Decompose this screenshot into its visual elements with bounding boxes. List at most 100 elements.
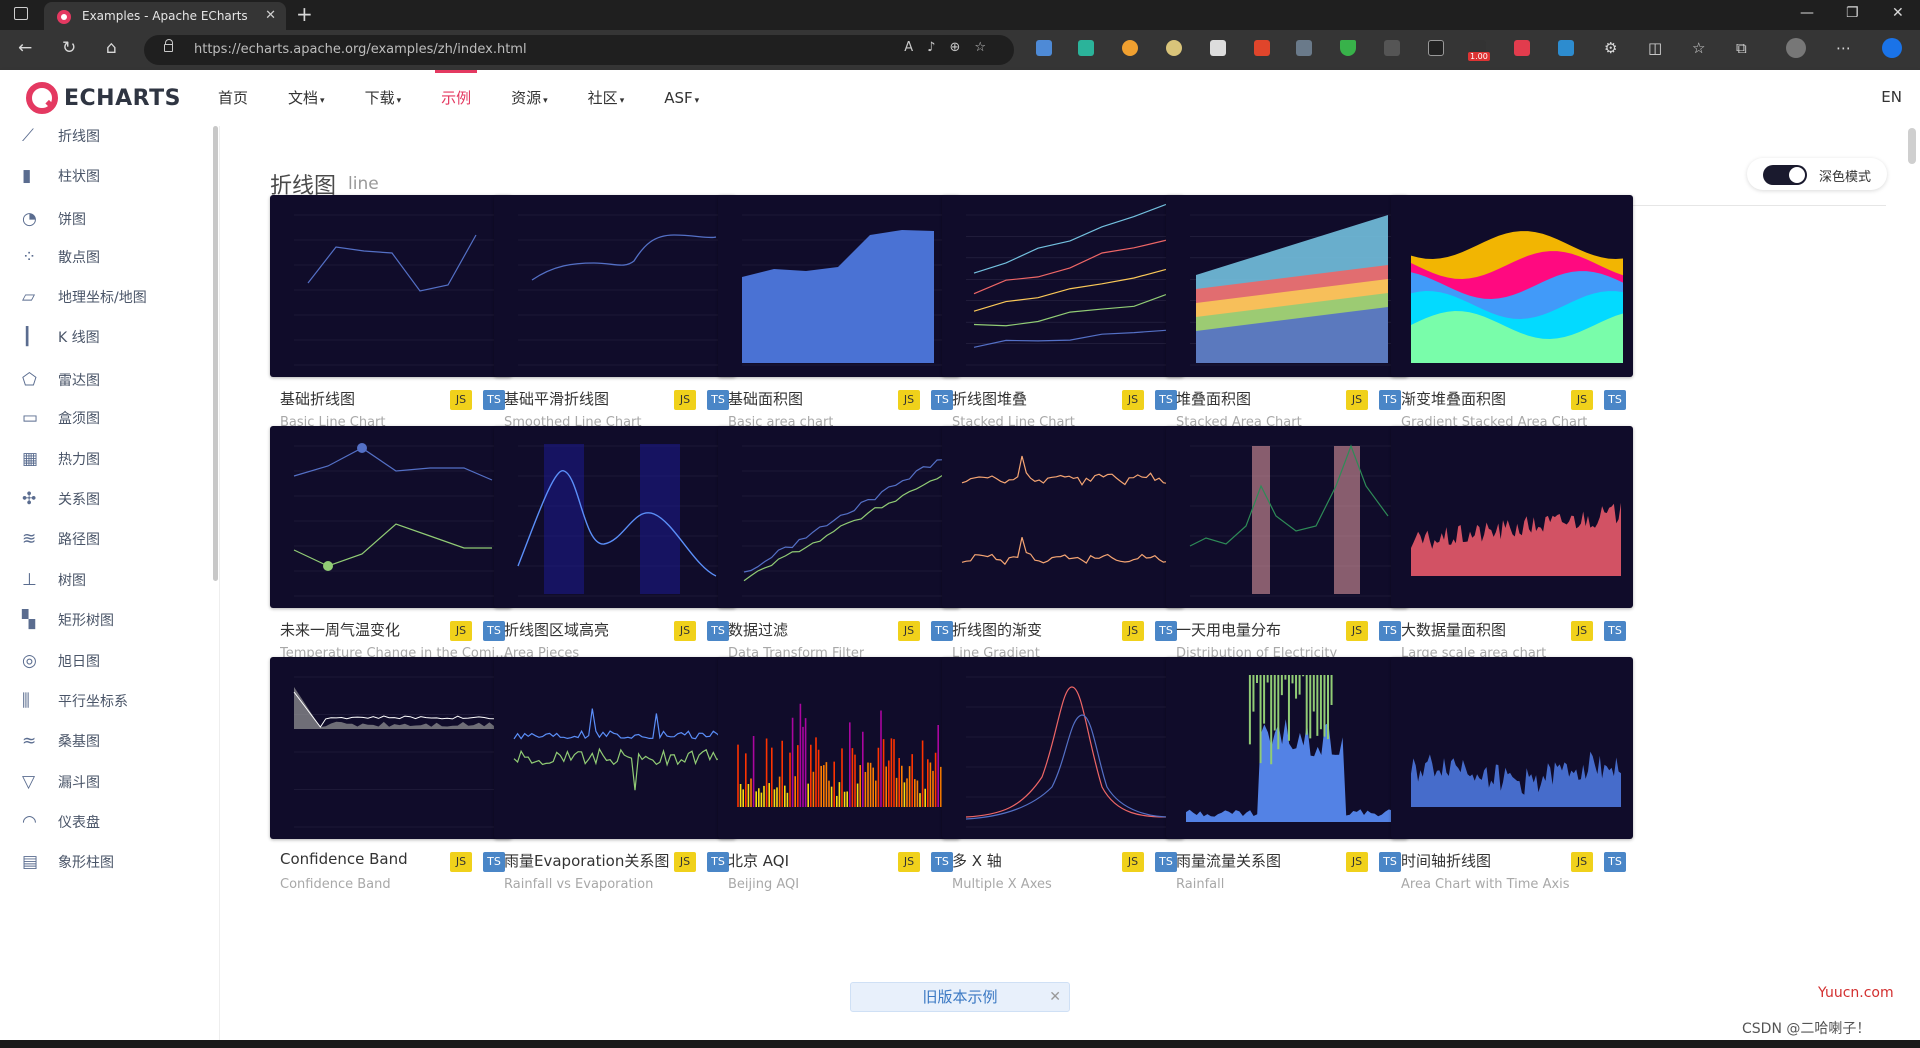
example-thumbnail[interactable] bbox=[942, 426, 1184, 608]
ts-badge[interactable]: TS bbox=[707, 621, 729, 641]
example-thumbnail[interactable] bbox=[1391, 657, 1633, 839]
ts-badge[interactable]: TS bbox=[483, 390, 505, 410]
ts-badge[interactable]: TS bbox=[1379, 621, 1401, 641]
sidebar-item[interactable]: ⬠ 雷达图 bbox=[22, 365, 100, 395]
sidebar-item[interactable]: ⊥ 树图 bbox=[22, 565, 86, 595]
example-title[interactable]: 时间轴折线图 bbox=[1401, 852, 1492, 870]
js-badge[interactable]: JS bbox=[1122, 852, 1144, 872]
extension-shell-icon[interactable] bbox=[1166, 40, 1182, 56]
extension-blue-icon[interactable] bbox=[1558, 40, 1574, 56]
ts-badge[interactable]: TS bbox=[1155, 852, 1177, 872]
ts-badge[interactable]: TS bbox=[1604, 852, 1626, 872]
js-badge[interactable]: JS bbox=[1571, 852, 1593, 872]
js-badge[interactable]: JS bbox=[1346, 390, 1368, 410]
example-title[interactable]: 一天用电量分布 bbox=[1176, 621, 1282, 639]
sidebar-scrollbar[interactable] bbox=[213, 126, 218, 581]
sidebar-item[interactable]: ▤ 象形柱图 bbox=[22, 847, 114, 877]
nav-download[interactable]: 下载 ▾ bbox=[364, 89, 402, 107]
dark-mode-toggle[interactable]: 深色模式 bbox=[1747, 158, 1887, 190]
example-card[interactable]: 时间轴折线图 JS TS Area Chart with Time Axis bbox=[1391, 657, 1633, 892]
extension-copy-icon[interactable] bbox=[1384, 40, 1400, 56]
example-title[interactable]: 基础平滑折线图 bbox=[504, 390, 610, 408]
sidebar-item[interactable]: ▮ 柱状图 bbox=[22, 161, 100, 191]
extension-translate-icon[interactable] bbox=[1078, 40, 1094, 56]
sidebar-item[interactable]: ▦ 热力图 bbox=[22, 444, 100, 474]
ts-badge[interactable]: TS bbox=[1379, 852, 1401, 872]
sidebar-item[interactable]: ▚ 矩形树图 bbox=[22, 605, 114, 635]
example-thumbnail[interactable] bbox=[718, 426, 960, 608]
js-badge[interactable]: JS bbox=[898, 621, 920, 641]
ts-badge[interactable]: TS bbox=[483, 621, 505, 641]
example-thumbnail[interactable] bbox=[270, 426, 512, 608]
split-screen-icon[interactable]: ◫ bbox=[1648, 39, 1663, 57]
example-title[interactable]: 折线图堆叠 bbox=[952, 390, 1028, 408]
sidebar-item[interactable]: ⫼ 平行坐标系 bbox=[22, 686, 128, 716]
example-card[interactable]: 折线图区域高亮 JS TS Area Pieces bbox=[494, 426, 736, 661]
home-icon[interactable]: ⌂ bbox=[106, 38, 117, 58]
extension-photo-icon[interactable] bbox=[1036, 40, 1052, 56]
sidebar-item[interactable]: ◔ 饼图 bbox=[22, 204, 86, 234]
example-card[interactable]: 数据过滤 JS TS Data Transform Filter bbox=[718, 426, 960, 661]
example-card[interactable]: 折线图堆叠 JS TS Stacked Line Chart bbox=[942, 195, 1184, 430]
example-title[interactable]: 未来一周气温变化 bbox=[280, 621, 401, 639]
example-card[interactable]: 一天用电量分布 JS TS Distribution of Electricity bbox=[1166, 426, 1408, 661]
tab-actions-icon[interactable] bbox=[14, 7, 28, 20]
example-thumbnail[interactable] bbox=[270, 657, 512, 839]
copilot-icon[interactable] bbox=[1882, 38, 1902, 58]
logo-text[interactable]: ECHARTS bbox=[64, 86, 181, 111]
nav-examples[interactable]: 示例 bbox=[435, 70, 478, 126]
favorites-icon[interactable]: ☆ bbox=[1692, 39, 1706, 57]
example-thumbnail[interactable] bbox=[494, 426, 736, 608]
sidebar-item[interactable]: ▱ 地理坐标/地图 bbox=[22, 282, 147, 312]
js-badge[interactable]: JS bbox=[450, 390, 472, 410]
nav-resources[interactable]: 资源 ▾ bbox=[511, 89, 548, 107]
example-card[interactable]: 基础平滑折线图 JS TS Smoothed Line Chart bbox=[494, 195, 736, 430]
profile-avatar[interactable] bbox=[1786, 38, 1806, 58]
url-actions-icon[interactable]: A♪⊕☆ bbox=[904, 40, 1000, 55]
extension-glasses-icon[interactable] bbox=[1210, 40, 1226, 56]
sidebar-item[interactable]: ▽ 漏斗图 bbox=[22, 767, 100, 797]
ts-badge[interactable]: TS bbox=[1379, 390, 1401, 410]
example-thumbnail[interactable] bbox=[270, 195, 512, 377]
example-card[interactable]: 基础面积图 JS TS Basic area chart bbox=[718, 195, 960, 430]
new-tab-icon[interactable]: + bbox=[296, 2, 313, 26]
example-card[interactable]: 多 X 轴 JS TS Multiple X Axes bbox=[942, 657, 1184, 892]
js-badge[interactable]: JS bbox=[674, 621, 696, 641]
refresh-icon[interactable]: ↻ bbox=[62, 38, 77, 58]
example-thumbnail[interactable] bbox=[942, 657, 1184, 839]
language-switch[interactable]: EN bbox=[1881, 88, 1902, 106]
example-card[interactable]: 基础折线图 JS TS Basic Line Chart bbox=[270, 195, 512, 430]
example-title[interactable]: 大数据量面积图 bbox=[1401, 621, 1507, 639]
example-title[interactable]: 北京 AQI bbox=[728, 852, 789, 870]
js-badge[interactable]: JS bbox=[1122, 621, 1144, 641]
sidebar-item[interactable]: ≈ 桑基图 bbox=[22, 726, 100, 756]
example-card[interactable]: 雨量Evaporation关系图 JS TS Rainfall vs Evaporat… bbox=[494, 657, 736, 892]
sidebar-item[interactable]: ⁘ 散点图 bbox=[22, 242, 100, 272]
example-thumbnail[interactable] bbox=[1391, 426, 1633, 608]
collections-icon[interactable]: ⧉ bbox=[1736, 39, 1747, 57]
legacy-examples-banner[interactable]: 旧版本示例 ✕ bbox=[850, 982, 1070, 1012]
example-title[interactable]: 渐变堆叠面积图 bbox=[1401, 390, 1507, 408]
example-thumbnail[interactable] bbox=[1166, 657, 1408, 839]
example-title[interactable]: 数据过滤 bbox=[728, 621, 789, 639]
example-title[interactable]: 堆叠面积图 bbox=[1176, 390, 1252, 408]
ts-badge[interactable]: TS bbox=[1155, 390, 1177, 410]
page-scrollbar[interactable] bbox=[1908, 128, 1916, 164]
example-thumbnail[interactable] bbox=[494, 657, 736, 839]
example-title[interactable]: 雨量Evaporation关系图 bbox=[504, 852, 670, 870]
example-card[interactable]: Confidence Band JS TS Confidence Band bbox=[270, 657, 512, 892]
extension-shield-icon[interactable] bbox=[1340, 40, 1356, 56]
example-title[interactable]: 雨量流量关系图 bbox=[1176, 852, 1282, 870]
tab-close-icon[interactable]: ✕ bbox=[265, 8, 276, 23]
example-title[interactable]: 折线图区域高亮 bbox=[504, 621, 610, 639]
ts-badge[interactable]: TS bbox=[931, 852, 953, 872]
js-badge[interactable]: JS bbox=[1571, 390, 1593, 410]
sidebar-item[interactable]: ▭ 盒须图 bbox=[22, 403, 100, 433]
js-badge[interactable]: JS bbox=[1346, 621, 1368, 641]
example-title[interactable]: Confidence Band bbox=[280, 850, 408, 868]
ts-badge[interactable]: TS bbox=[1604, 621, 1626, 641]
example-thumbnail[interactable] bbox=[494, 195, 736, 377]
example-card[interactable]: 北京 AQI JS TS Beijing AQI bbox=[718, 657, 960, 892]
ts-badge[interactable]: TS bbox=[1604, 390, 1626, 410]
banner-close-icon[interactable]: ✕ bbox=[1049, 989, 1061, 1005]
